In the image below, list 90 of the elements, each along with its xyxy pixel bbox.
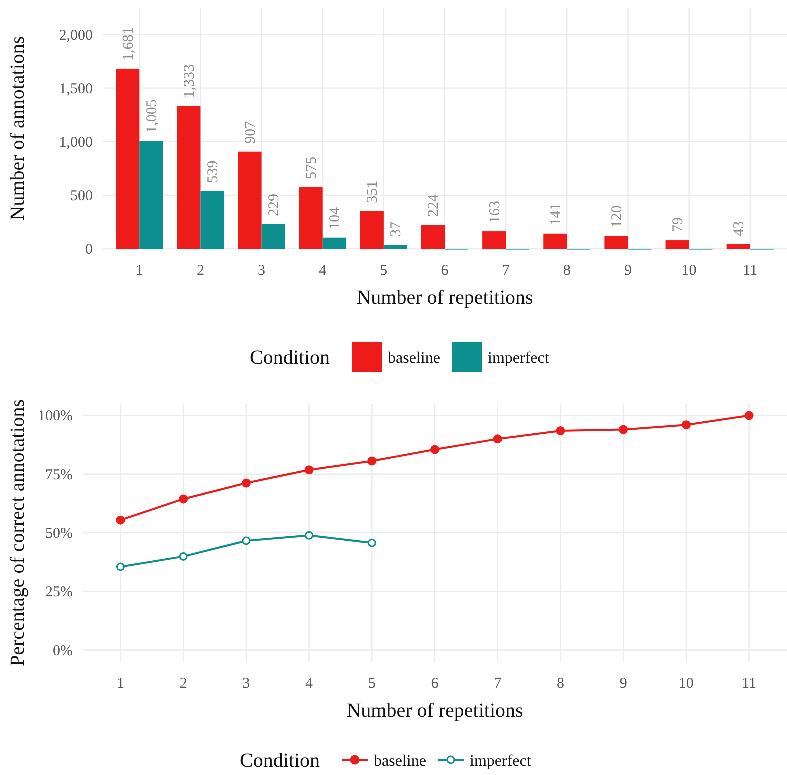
data-label: 79 (670, 218, 687, 233)
legend-label: baseline (388, 350, 440, 367)
x-tick-label: 5 (380, 263, 388, 279)
x-axis-title: Number of repetitions (346, 700, 524, 722)
x-tick-label: 2 (180, 676, 188, 692)
x-tick-label: 9 (620, 676, 628, 692)
point (556, 426, 566, 436)
x-tick-label: 8 (556, 676, 564, 692)
point (368, 456, 377, 466)
point (179, 552, 188, 561)
data-label: 43 (732, 221, 748, 236)
data-label: 104 (328, 206, 344, 230)
bar (544, 234, 568, 249)
point (493, 434, 502, 444)
data-label: 1,681 (120, 27, 137, 61)
x-tick-label: 6 (441, 263, 450, 279)
x-tick-label: 7 (502, 263, 510, 279)
y-tick-label: 500 (70, 188, 93, 204)
legend-title: Condition (250, 347, 330, 369)
point (116, 562, 125, 572)
x-tick-label: 5 (368, 676, 376, 692)
bar (726, 244, 750, 249)
bar (177, 106, 201, 249)
x-tick-label: 10 (682, 263, 697, 279)
data-label: 351 (365, 180, 382, 204)
x-tick-label: 2 (196, 263, 204, 279)
data-label: 163 (487, 201, 504, 224)
x-tick-label: 10 (678, 676, 694, 692)
point (368, 538, 376, 548)
data-label: 575 (304, 156, 320, 180)
bar (200, 191, 224, 249)
y-tick-label: 50% (46, 526, 73, 542)
x-axis-title: Number of repetitions (356, 287, 534, 309)
point (682, 420, 691, 430)
point (430, 445, 440, 454)
bar (384, 245, 408, 249)
x-tick-label: 11 (742, 676, 757, 692)
data-label: 141 (548, 203, 564, 226)
legend-label: imperfect (488, 350, 550, 367)
point (304, 466, 314, 475)
bar (482, 232, 506, 249)
point (179, 494, 188, 504)
y-tick-label: 1,000 (59, 134, 93, 151)
data-label: 907 (243, 120, 260, 144)
data-label: 37 (388, 222, 405, 238)
bar (604, 236, 628, 249)
y-tick-label: 25% (46, 584, 73, 601)
data-label: 120 (609, 206, 626, 228)
y-tick-label: 0 (86, 242, 93, 258)
bar (262, 224, 286, 249)
y-tick-label: 2,000 (59, 28, 93, 44)
bar (238, 152, 262, 249)
x-tick-label: 11 (743, 263, 758, 279)
data-label: 224 (426, 194, 442, 218)
y-axis-title: Percentage of correct annotations (7, 399, 29, 667)
x-tick-label: 1 (136, 263, 144, 279)
y-tick-label: 75% (46, 467, 73, 484)
bar (116, 68, 140, 249)
bar (140, 141, 164, 249)
point (305, 531, 314, 540)
bar (322, 238, 346, 249)
x-tick-label: 6 (431, 676, 440, 692)
data-label: 1,333 (182, 64, 198, 98)
legend-title: Condition (240, 750, 320, 772)
legend-label: imperfect (470, 753, 532, 770)
bar (421, 225, 445, 249)
y-tick-label: 1,500 (59, 81, 93, 98)
bar (360, 211, 384, 249)
x-tick-label: 4 (319, 263, 328, 279)
point (242, 478, 251, 488)
x-tick-label: 8 (563, 263, 571, 279)
x-tick-label: 3 (258, 263, 266, 279)
bar (666, 240, 690, 249)
legend-label: baseline (374, 753, 426, 770)
y-tick-label: 0% (53, 643, 73, 660)
point (619, 425, 628, 434)
data-label: 229 (266, 194, 283, 216)
x-tick-label: 1 (116, 676, 124, 692)
x-tick-label: 7 (494, 676, 502, 692)
y-tick-label: 100% (38, 408, 73, 425)
data-label: 1,005 (144, 100, 160, 134)
point (242, 536, 251, 546)
bar (299, 187, 323, 249)
point (744, 411, 754, 420)
x-tick-label: 3 (242, 676, 250, 692)
x-tick-label: 4 (306, 676, 314, 692)
data-label: 539 (205, 160, 222, 184)
y-axis-title: Number of annotations (7, 36, 29, 221)
x-tick-label: 9 (624, 263, 632, 279)
point (116, 516, 126, 525)
